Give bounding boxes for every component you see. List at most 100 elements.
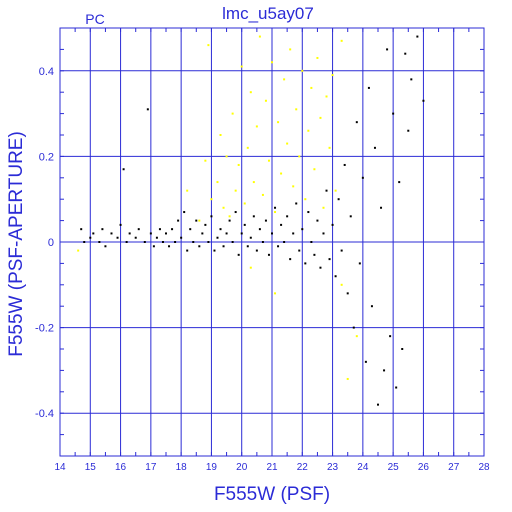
black-point <box>325 189 328 192</box>
black-point <box>110 232 113 235</box>
black-point <box>134 236 137 239</box>
black-point <box>398 181 401 184</box>
black-point <box>174 241 177 243</box>
black-point <box>307 211 310 214</box>
x-tick-label: 21 <box>266 462 278 473</box>
yellow-point <box>204 159 207 162</box>
black-point <box>165 232 167 235</box>
black-point <box>283 241 286 243</box>
yellow-point <box>313 168 316 171</box>
yellow-point <box>295 108 298 111</box>
yellow-point <box>225 155 228 158</box>
yellow-point <box>234 189 237 192</box>
black-point <box>383 369 386 372</box>
x-tick-label: 23 <box>327 462 339 473</box>
black-point <box>316 219 319 222</box>
black-point <box>171 228 174 231</box>
black-point <box>104 245 107 248</box>
black-point <box>137 228 140 231</box>
yellow-point <box>283 78 286 81</box>
black-point <box>352 326 355 329</box>
x-tick-label: 25 <box>388 462 400 473</box>
yellow-point <box>243 202 246 205</box>
black-point <box>349 215 352 218</box>
black-point <box>346 292 349 295</box>
black-point <box>158 228 161 231</box>
yellow-point <box>207 44 210 47</box>
black-point <box>225 232 228 235</box>
grid-lines <box>59 27 485 457</box>
black-point <box>267 253 270 256</box>
yellow-point <box>325 95 328 98</box>
black-point <box>177 219 180 222</box>
yellow-point <box>307 129 310 132</box>
yellow-point <box>280 172 283 175</box>
corner-label: PC <box>85 11 104 27</box>
x-tick-label: 17 <box>145 462 157 473</box>
yellow-point <box>255 125 258 128</box>
black-point <box>246 245 249 248</box>
black-point <box>310 241 313 243</box>
black-point <box>204 223 207 226</box>
y-tick-labels: 0.4 0.2 0 -0.2 -0.4 <box>35 66 54 420</box>
x-tick-label: 22 <box>297 462 309 473</box>
black-point <box>292 232 295 235</box>
yellow-point <box>340 39 343 42</box>
yellow-point <box>258 35 261 38</box>
black-point <box>255 249 258 252</box>
black-point <box>222 245 225 248</box>
black-point <box>298 249 301 252</box>
black-point <box>192 241 195 243</box>
yellow-point <box>292 185 295 188</box>
yellow-point <box>355 335 358 338</box>
black-point <box>258 228 261 231</box>
yellow-point <box>249 91 252 94</box>
yellow-point <box>322 206 325 209</box>
yellow-point <box>274 211 277 214</box>
black-point <box>407 129 410 132</box>
yellow-point <box>289 48 292 51</box>
x-tick-label: 14 <box>54 462 66 473</box>
black-point <box>355 121 358 124</box>
black-point <box>195 219 198 222</box>
black-point <box>377 403 379 406</box>
black-point <box>216 236 219 239</box>
yellow-point <box>261 193 264 196</box>
yellow-point <box>328 146 331 149</box>
yellow-point <box>298 155 301 158</box>
black-point <box>92 232 95 235</box>
black-point <box>146 108 149 111</box>
y-tick-label: 0.2 <box>39 151 54 163</box>
black-point <box>331 223 334 226</box>
black-point <box>231 241 234 243</box>
black-point <box>180 236 183 239</box>
yellow-point <box>310 86 313 89</box>
y-tick-label: -0.4 <box>35 408 54 420</box>
yellow-point <box>186 189 189 192</box>
black-point <box>361 176 364 179</box>
black-point <box>89 236 92 239</box>
x-tick-label: 19 <box>206 462 218 473</box>
black-point <box>337 198 340 201</box>
yellow-point <box>231 112 234 115</box>
yellow-point <box>334 189 337 192</box>
yellow-point <box>304 198 307 201</box>
black-point <box>370 305 373 308</box>
black-point <box>125 241 128 243</box>
black-point <box>219 228 222 231</box>
plot-frame <box>59 27 485 457</box>
x-tick-label: 15 <box>85 462 97 473</box>
black-point <box>234 211 237 214</box>
x-tick-label: 26 <box>418 462 430 473</box>
black-point <box>149 232 152 235</box>
y-tick-label: 0 <box>48 237 54 249</box>
black-point <box>373 146 376 149</box>
yellow-point <box>274 292 277 295</box>
yellow-point <box>198 219 201 222</box>
yellow-point <box>252 181 255 184</box>
yellow-point <box>249 266 252 269</box>
black-point <box>277 245 280 248</box>
black-point <box>422 99 425 102</box>
black-point <box>364 360 367 363</box>
black-point <box>183 211 186 214</box>
